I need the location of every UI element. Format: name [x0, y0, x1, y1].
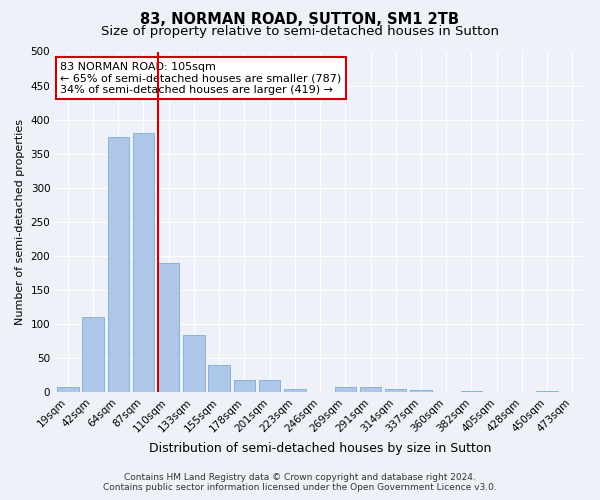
Bar: [183, 336, 205, 392]
Bar: [461, 390, 482, 392]
Bar: [133, 133, 154, 392]
Text: Size of property relative to semi-detached houses in Sutton: Size of property relative to semi-detach…: [101, 25, 499, 38]
Text: Contains HM Land Registry data © Crown copyright and database right 2024.
Contai: Contains HM Land Registry data © Crown c…: [103, 473, 497, 492]
Text: 83 NORMAN ROAD: 105sqm
← 65% of semi-detached houses are smaller (787)
34% of se: 83 NORMAN ROAD: 105sqm ← 65% of semi-det…: [61, 62, 342, 95]
Bar: [536, 390, 558, 392]
Bar: [82, 317, 104, 392]
Bar: [57, 386, 79, 392]
Bar: [233, 380, 255, 392]
Bar: [410, 390, 432, 392]
Bar: [284, 388, 305, 392]
Bar: [107, 136, 129, 392]
X-axis label: Distribution of semi-detached houses by size in Sutton: Distribution of semi-detached houses by …: [149, 442, 491, 455]
Bar: [208, 364, 230, 392]
Bar: [360, 386, 381, 392]
Bar: [335, 386, 356, 392]
Bar: [385, 388, 406, 392]
Text: 83, NORMAN ROAD, SUTTON, SM1 2TB: 83, NORMAN ROAD, SUTTON, SM1 2TB: [140, 12, 460, 28]
Bar: [259, 380, 280, 392]
Y-axis label: Number of semi-detached properties: Number of semi-detached properties: [15, 118, 25, 324]
Bar: [158, 262, 179, 392]
